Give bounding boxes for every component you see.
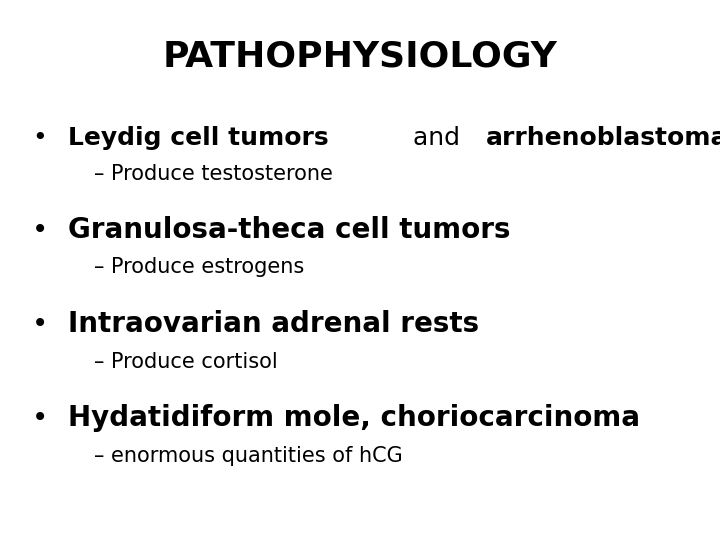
- Text: PATHOPHYSIOLOGY: PATHOPHYSIOLOGY: [163, 40, 557, 73]
- Text: and: and: [405, 126, 468, 150]
- Text: – enormous quantities of hCG: – enormous quantities of hCG: [94, 446, 402, 467]
- Text: Granulosa-theca cell tumors: Granulosa-theca cell tumors: [68, 215, 511, 244]
- Text: •: •: [32, 215, 48, 244]
- Text: Leydig cell tumors: Leydig cell tumors: [68, 126, 329, 150]
- Text: •: •: [32, 126, 47, 150]
- Text: – Produce testosterone: – Produce testosterone: [94, 164, 333, 184]
- Text: Hydatidiform mole, choriocarcinoma: Hydatidiform mole, choriocarcinoma: [68, 404, 640, 433]
- Text: arrhenoblastoma: arrhenoblastoma: [486, 126, 720, 150]
- Text: Intraovarian adrenal rests: Intraovarian adrenal rests: [68, 310, 480, 338]
- Text: •: •: [32, 404, 48, 433]
- Text: – Produce cortisol: – Produce cortisol: [94, 352, 277, 372]
- Text: – Produce estrogens: – Produce estrogens: [94, 257, 304, 278]
- Text: •: •: [32, 310, 48, 338]
